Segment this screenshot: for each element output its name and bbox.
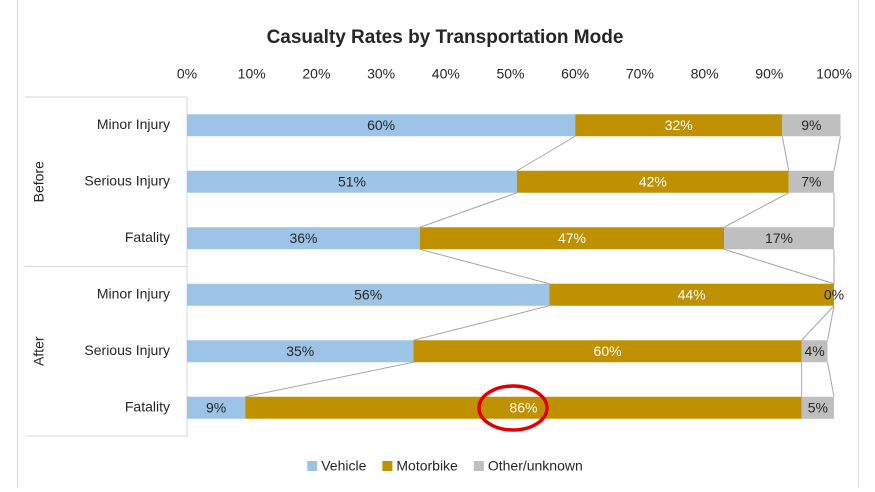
series-line [827,362,835,397]
y-tick-label: Fatality [125,398,170,414]
bar-segment [801,340,828,363]
data-label: 35% [286,343,314,359]
series-line [245,361,414,398]
series-line [833,136,841,171]
y-tick-label: Minor Injury [97,285,170,301]
series-line [419,192,518,228]
series-line [516,135,576,172]
x-tick-label: 0% [177,66,197,82]
x-tick-label: 10% [238,66,266,82]
series-line [723,192,789,228]
chart-title: Casualty Rates by Transportation Mode [267,27,624,48]
x-tick-label: 80% [691,66,719,82]
data-label: 60% [594,343,622,359]
data-label: 17% [765,230,793,246]
data-label: 9% [206,399,226,415]
group-label: After [31,336,47,366]
series-line [781,136,790,171]
legend: Vehicle Motorbike Other/unknown [307,458,583,474]
bar-segment [575,114,783,137]
bar-segment [413,340,802,363]
y-tick-label: Fatality [125,229,170,245]
data-label: 36% [289,230,317,246]
y-tick-label: Serious Injury [84,342,170,358]
data-label: 86% [509,399,537,415]
legend-item: Vehicle [307,458,367,474]
legend-item: Motorbike [382,458,458,474]
x-tick-label: 20% [302,66,330,82]
legend-label: Vehicle [321,458,366,474]
series-line [723,248,835,285]
x-tick-label: 60% [561,66,589,82]
group-label: Before [31,161,47,202]
data-label: 42% [639,173,667,189]
y-tick-label: Minor Injury [97,116,170,132]
plot-area: 0% 10% 20% 30% 40% 50% 60% 70% 80% 90% 100% Before A… [25,66,852,474]
x-tick-label: 90% [755,66,783,82]
highlight-circle [477,384,549,432]
bar-segment [187,227,420,250]
bar-segment [788,170,834,193]
legend-swatch [382,461,393,471]
data-label: 5% [808,399,828,415]
x-tick-label: 100% [816,66,852,82]
bar-segment [782,114,841,137]
series-line [801,305,835,341]
bar-segment [187,340,414,363]
bar-segment [419,227,725,250]
y-tick-label: Serious Injury [84,172,170,188]
legend-label: Other/unknown [488,458,583,474]
legend-swatch [307,461,318,471]
series-line [827,305,835,341]
data-label: 32% [665,117,693,133]
x-tick-label: 50% [496,66,524,82]
data-label: 4% [804,343,824,359]
x-tick-label: 30% [367,66,395,82]
bar-segment [187,114,576,137]
data-label: 9% [801,117,821,133]
bar-segment [801,396,834,419]
series-line [413,305,550,341]
data-label: 44% [678,286,706,302]
series-line [419,248,550,285]
bar-segment [187,170,517,193]
data-label: 56% [354,286,382,302]
bar-segment [516,170,789,193]
x-tick-label: 40% [432,66,460,82]
data-label: 0% [824,286,844,302]
bar-segment [724,227,834,250]
x-tick-label: 70% [626,66,654,82]
bar-segment [187,396,246,419]
bar-segment [549,283,834,306]
data-label: 47% [558,230,586,246]
bar-segment [245,396,802,419]
legend-swatch [473,461,484,471]
bar-segment [187,283,550,306]
data-label: 60% [367,117,395,133]
legend-label: Motorbike [396,458,458,474]
data-label: 51% [338,173,366,189]
legend-item: Other/unknown [473,458,583,474]
data-label: 7% [801,173,821,189]
